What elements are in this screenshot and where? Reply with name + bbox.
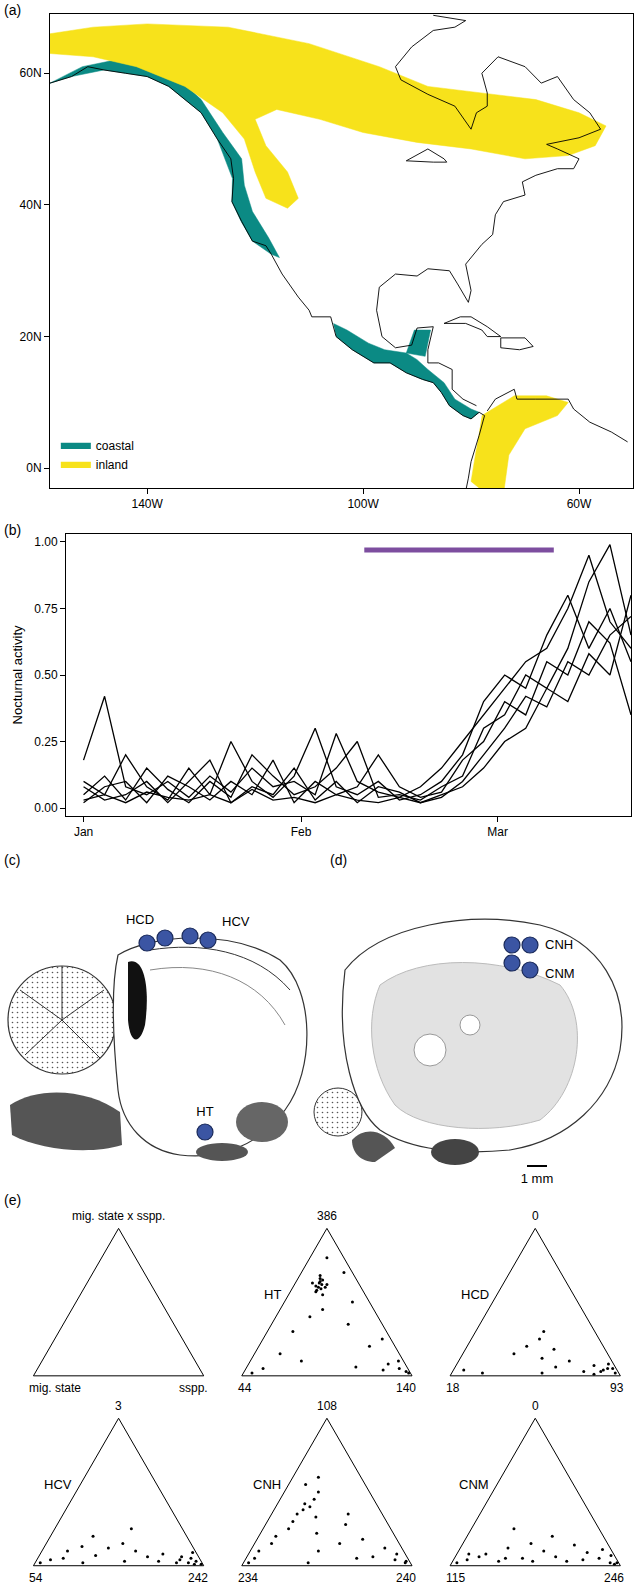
- html-text:(c): (c): [4, 852, 21, 868]
- svg-text:Jan: Jan: [74, 825, 93, 839]
- html-text:(a): (a): [4, 2, 22, 18]
- svg-text:0.50: 0.50: [34, 668, 58, 682]
- svg-text:CNH: CNH: [253, 1477, 281, 1492]
- svg-text:140: 140: [396, 1381, 416, 1395]
- svg-text:3: 3: [115, 1399, 122, 1413]
- svg-text:CNM: CNM: [545, 966, 575, 981]
- svg-text:234: 234: [238, 1571, 258, 1585]
- svg-text:60W: 60W: [567, 497, 592, 511]
- svg-text:HCV: HCV: [44, 1477, 72, 1492]
- svg-text:0: 0: [532, 1399, 539, 1413]
- svg-text:Mar: Mar: [487, 825, 508, 839]
- svg-text:100W: 100W: [347, 497, 379, 511]
- svg-text:240: 240: [396, 1571, 416, 1585]
- html-text:(e): (e): [4, 1192, 22, 1208]
- svg-text:CNM: CNM: [459, 1477, 489, 1492]
- svg-text:HCD: HCD: [126, 912, 154, 927]
- svg-text:0.75: 0.75: [34, 602, 58, 616]
- svg-text:coastal: coastal: [96, 439, 134, 453]
- svg-text:inland: inland: [96, 458, 128, 472]
- svg-text:18: 18: [446, 1381, 460, 1395]
- svg-text:Feb: Feb: [291, 825, 312, 839]
- svg-text:1 mm: 1 mm: [521, 1171, 554, 1186]
- svg-text:242: 242: [188, 1571, 208, 1585]
- svg-text:0.25: 0.25: [34, 735, 58, 749]
- svg-text:HT: HT: [196, 1104, 213, 1119]
- svg-text:HT: HT: [264, 1287, 281, 1302]
- svg-text:20N: 20N: [20, 330, 42, 344]
- svg-text:386: 386: [317, 1209, 337, 1223]
- svg-text:40N: 40N: [20, 198, 42, 212]
- svg-text:44: 44: [238, 1381, 252, 1395]
- svg-text:HCV: HCV: [222, 914, 250, 929]
- svg-text:Nocturnal activity: Nocturnal activity: [10, 625, 25, 724]
- svg-text:0N: 0N: [26, 461, 41, 475]
- svg-text:0: 0: [532, 1209, 539, 1223]
- svg-text:108: 108: [317, 1399, 337, 1413]
- svg-text:mig. state x sspp.: mig. state x sspp.: [72, 1209, 165, 1223]
- svg-text:1.00: 1.00: [34, 535, 58, 549]
- svg-text:246: 246: [604, 1571, 624, 1585]
- svg-text:HCD: HCD: [461, 1287, 489, 1302]
- svg-text:sspp.: sspp.: [179, 1381, 208, 1395]
- html-text:(d): (d): [330, 852, 348, 868]
- svg-text:93: 93: [610, 1381, 624, 1395]
- svg-text:60N: 60N: [20, 66, 42, 80]
- svg-text:mig. state: mig. state: [29, 1381, 81, 1395]
- svg-text:CNH: CNH: [545, 937, 573, 952]
- html-text:(b): (b): [4, 522, 22, 538]
- svg-text:115: 115: [446, 1571, 465, 1585]
- svg-text:0.00: 0.00: [34, 801, 58, 815]
- svg-text:140W: 140W: [131, 497, 163, 511]
- svg-text:54: 54: [29, 1571, 43, 1585]
